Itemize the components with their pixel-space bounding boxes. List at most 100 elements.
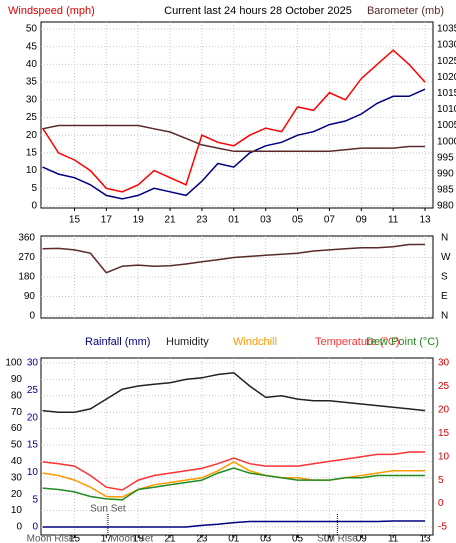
legend-entry: Windchill	[233, 336, 277, 348]
y2-tick-label: 1035	[437, 24, 456, 35]
annotation: Sun Set	[90, 504, 126, 515]
y3-tick-label: 10	[27, 467, 39, 478]
y2-tick-label: N	[441, 311, 448, 322]
x-tick-label: 07	[324, 215, 336, 226]
y-tick-label: 40	[11, 456, 23, 467]
y3-tick-label: 0	[32, 522, 38, 533]
y-tick-label: 0	[31, 201, 37, 212]
y-tick-label: 20	[11, 489, 23, 500]
x-tick-label: 17	[101, 534, 113, 543]
y2-tick-label: 995	[437, 152, 454, 163]
y2-tick-label: 20	[438, 404, 450, 415]
x-tick-label: 23	[196, 534, 208, 543]
y-tick-label: 0	[29, 311, 35, 322]
x-tick-label: 11	[388, 534, 399, 543]
y2-tick-label: 10	[438, 451, 450, 462]
series-line	[42, 124, 425, 153]
y-tick-label: 50	[26, 24, 38, 35]
x-tick-label: 11	[388, 215, 399, 226]
y2-tick-label: N	[441, 233, 448, 244]
y-tick-label: 90	[11, 374, 23, 385]
y-tick-label: 5	[31, 183, 37, 194]
legend-entry: Rainfall (mm)	[85, 336, 150, 348]
annotation: Moon Set	[110, 534, 153, 543]
y2-tick-label: 25	[438, 381, 450, 392]
x-tick-label: 15	[69, 215, 81, 226]
y-tick-label: 35	[26, 77, 38, 88]
series-line	[42, 451, 425, 491]
annotation: Sun Rise	[317, 534, 358, 543]
y2-tick-label: 1025	[437, 56, 456, 67]
x-tick-label: 01	[228, 215, 240, 226]
y-tick-label: 45	[26, 41, 38, 52]
series-line	[41, 49, 426, 193]
y-tick-label: 10	[26, 165, 38, 176]
x-tick-label: 09	[356, 534, 368, 543]
chart-title: Current last 24 hours 28 October 2025	[164, 5, 352, 17]
series-line	[42, 243, 425, 274]
x-tick-label: 21	[165, 534, 177, 543]
x-tick-label: 23	[196, 215, 208, 226]
y2-tick-label: E	[441, 291, 448, 302]
y-tick-label: 15	[26, 148, 38, 159]
y2-tick-label: 0	[438, 498, 444, 509]
x-tick-label: 19	[133, 215, 145, 226]
y-tick-label: 30	[11, 472, 23, 483]
y2-tick-label: 980	[437, 201, 454, 212]
y-tick-label: 50	[11, 440, 23, 451]
x-tick-label: 17	[101, 215, 113, 226]
y-tick-label: 70	[11, 407, 23, 418]
y2-tick-label: 990	[437, 168, 454, 179]
y3-tick-label: 25	[27, 385, 39, 396]
y-tick-label: 100	[5, 358, 22, 369]
y-tick-label: 30	[26, 94, 38, 105]
series-line	[42, 461, 425, 498]
x-tick-label: 01	[228, 534, 240, 543]
x-tick-label: 03	[260, 215, 272, 226]
annotation: Moon Rise	[27, 534, 75, 543]
y2-tick-label: -5	[438, 522, 447, 533]
y2-tick-label: 1010	[437, 104, 456, 115]
y2-tick-label: 15	[438, 428, 450, 439]
y-tick-label: 360	[18, 233, 35, 244]
y2-tick-label: 985	[437, 185, 454, 196]
x-tick-label: 05	[292, 534, 304, 543]
y2-tick-label: 5	[438, 475, 444, 486]
x-tick-label: 19	[133, 534, 145, 543]
legend-entry: Dew Point (°C)	[366, 336, 439, 348]
barometer-axis-label: Barometer (mb)	[367, 5, 444, 17]
series-line	[42, 467, 425, 501]
y2-tick-label: S	[441, 272, 448, 283]
x-tick-label: 09	[356, 215, 368, 226]
series-line	[42, 88, 426, 200]
y3-tick-label: 5	[32, 494, 38, 505]
x-tick-label: 15	[69, 534, 81, 543]
x-tick-label: 13	[419, 215, 431, 226]
y-tick-label: 25	[26, 112, 38, 123]
x-tick-label: 21	[165, 215, 177, 226]
x-tick-label: 05	[292, 215, 304, 226]
y-tick-label: 90	[24, 291, 36, 302]
y2-tick-label: 1005	[437, 120, 456, 131]
y3-tick-label: 20	[27, 412, 39, 423]
y-tick-label: 180	[18, 272, 35, 283]
y-tick-label: 270	[18, 252, 35, 263]
series-line	[42, 520, 425, 528]
y-tick-label: 60	[11, 423, 23, 434]
x-tick-label: 13	[419, 534, 431, 543]
y-tick-label: 20	[26, 130, 38, 141]
y-tick-label: 80	[11, 390, 23, 401]
x-tick-label: 07	[324, 534, 336, 543]
y-tick-label: 40	[26, 59, 38, 70]
series-line	[42, 372, 426, 413]
legend-entry: Humidity	[166, 336, 209, 348]
y2-tick-label: W	[441, 252, 451, 263]
legend-entry: Temperature (°C)	[315, 336, 399, 348]
y3-tick-label: 15	[27, 440, 39, 451]
x-tick-label: 03	[260, 534, 272, 543]
